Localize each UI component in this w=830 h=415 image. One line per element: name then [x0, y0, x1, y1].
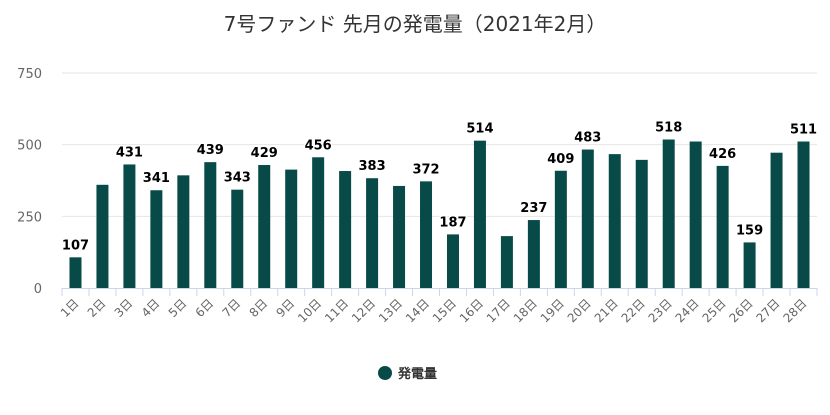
bar-3日[interactable]: [123, 164, 136, 288]
x-tick-label: 21日: [592, 296, 621, 325]
bar-21日[interactable]: [608, 154, 621, 288]
bar-4日[interactable]: [150, 190, 163, 288]
bar-14日[interactable]: [420, 181, 433, 288]
data-label: 514: [466, 122, 493, 137]
bar-2日[interactable]: [96, 184, 109, 288]
x-tick-label: 5日: [166, 296, 190, 320]
bar-24日[interactable]: [689, 141, 702, 288]
x-tick-label: 22日: [619, 296, 648, 325]
legend-label[interactable]: 発電量: [397, 366, 437, 382]
data-label: 409: [547, 152, 574, 167]
x-tick-label: 28日: [780, 296, 809, 325]
data-label: 483: [574, 131, 601, 146]
gridlines: [62, 72, 817, 217]
y-tick-label: 0: [34, 282, 42, 297]
data-label: 456: [305, 138, 332, 153]
x-tick-label: 13日: [376, 296, 405, 325]
bar-27日[interactable]: [770, 152, 783, 288]
bar-12日[interactable]: [366, 178, 379, 288]
x-tick-label: 18日: [511, 296, 540, 325]
data-label: 511: [790, 123, 817, 138]
x-tick-label: 10日: [295, 296, 324, 325]
x-tick-label: 24日: [673, 296, 702, 325]
y-tick-label: 750: [17, 67, 42, 82]
data-label: 372: [412, 162, 439, 177]
legend-marker: [378, 366, 392, 380]
x-tick-label: 20日: [565, 296, 594, 325]
x-tick-label: 23日: [646, 296, 675, 325]
y-axis-ticks: 0 250 500 750: [17, 67, 42, 297]
bar-1日[interactable]: [69, 257, 82, 288]
bar-17日[interactable]: [500, 236, 513, 288]
bar-15日[interactable]: [446, 234, 459, 288]
bar-16日[interactable]: [473, 140, 486, 288]
bar-11日[interactable]: [339, 171, 352, 288]
x-axis-ticks: 1日 2日 3日 4日 5日 6日 7日 8日 9日10日11日12日13日14日15日16日1…: [58, 288, 818, 325]
legend[interactable]: 発電量: [378, 366, 437, 382]
bar-7日[interactable]: [231, 189, 244, 288]
x-tick-label: 8日: [247, 296, 271, 320]
data-label: 426: [709, 147, 736, 162]
x-tick-label: 14日: [403, 296, 432, 325]
x-tick-label: 9日: [274, 296, 298, 320]
x-tick-label: 12日: [349, 296, 378, 325]
data-label: 159: [736, 223, 763, 238]
x-tick-label: 1日: [58, 296, 82, 320]
bars: [69, 139, 810, 288]
data-label: 237: [520, 201, 547, 216]
bar-5日[interactable]: [177, 175, 190, 288]
bar-22日[interactable]: [635, 159, 648, 288]
x-tick-label: 2日: [85, 296, 109, 320]
x-tick-label: 16日: [457, 296, 486, 325]
bar-20日[interactable]: [581, 149, 594, 288]
y-tick-label: 500: [17, 139, 42, 154]
data-label: 187: [439, 215, 466, 230]
data-label: 431: [116, 145, 143, 160]
bar-6日[interactable]: [204, 162, 217, 288]
bar-19日[interactable]: [554, 170, 567, 288]
bar-13日[interactable]: [393, 185, 406, 288]
x-tick-label: 4日: [139, 296, 163, 320]
bar-25日[interactable]: [716, 165, 729, 288]
data-label: 343: [224, 171, 251, 186]
x-tick-label: 19日: [538, 296, 567, 325]
data-label: 107: [62, 238, 89, 253]
chart-title: 7号ファンド 先月の発電量（2021年2月）: [224, 12, 607, 36]
x-tick-label: 17日: [484, 296, 513, 325]
x-tick-label: 6日: [193, 296, 217, 320]
bar-28日[interactable]: [797, 141, 810, 288]
data-label: 383: [359, 159, 386, 174]
data-label: 439: [197, 143, 224, 158]
x-tick-label: 25日: [700, 296, 729, 325]
data-label: 429: [251, 146, 278, 161]
data-label: 341: [143, 171, 170, 186]
data-label: 518: [655, 121, 682, 136]
bar-18日[interactable]: [527, 220, 540, 288]
x-tick-label: 7日: [220, 296, 244, 320]
x-tick-label: 11日: [322, 296, 351, 325]
bar-26日[interactable]: [743, 242, 756, 288]
y-tick-label: 250: [17, 210, 42, 225]
bar-8日[interactable]: [258, 165, 271, 288]
x-tick-label: 3日: [112, 296, 136, 320]
bar-10日[interactable]: [312, 157, 325, 288]
bar-23日[interactable]: [662, 139, 675, 288]
bar-9日[interactable]: [285, 169, 298, 288]
x-tick-label: 26日: [727, 296, 756, 325]
x-tick-label: 15日: [430, 296, 459, 325]
x-tick-label: 27日: [753, 296, 782, 325]
